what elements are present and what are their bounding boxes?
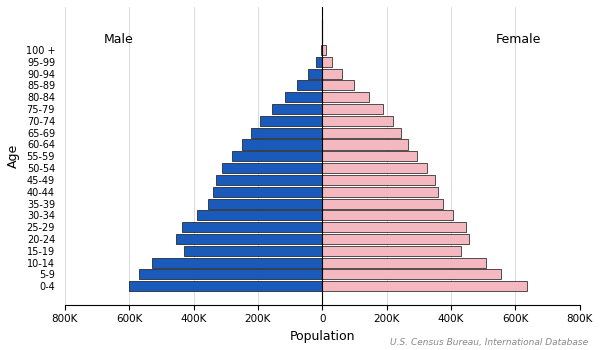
Bar — [320, 45, 322, 55]
Bar — [322, 210, 452, 220]
Bar — [322, 175, 435, 185]
X-axis label: Population: Population — [290, 330, 355, 343]
Bar — [322, 281, 527, 291]
Bar — [322, 151, 417, 161]
Text: U.S. Census Bureau, International Database: U.S. Census Bureau, International Databa… — [390, 337, 588, 346]
Bar — [322, 139, 407, 149]
Bar — [322, 80, 355, 90]
Text: Female: Female — [496, 34, 541, 47]
Bar — [322, 234, 469, 244]
Bar — [296, 80, 322, 90]
Bar — [184, 246, 322, 256]
Bar — [322, 92, 369, 102]
Bar — [322, 198, 443, 209]
Bar — [182, 222, 322, 232]
Bar — [208, 198, 322, 209]
Bar — [285, 92, 322, 102]
Bar — [129, 281, 322, 291]
Bar — [216, 175, 322, 185]
Bar — [322, 258, 487, 268]
Bar — [308, 69, 322, 79]
Bar — [322, 187, 438, 197]
Bar — [322, 163, 427, 173]
Bar — [232, 151, 322, 161]
Bar — [176, 234, 322, 244]
Y-axis label: Age: Age — [7, 144, 20, 168]
Bar — [242, 139, 322, 149]
Bar — [213, 187, 322, 197]
Bar — [322, 270, 501, 279]
Bar — [251, 128, 322, 138]
Bar — [322, 246, 461, 256]
Bar — [322, 45, 326, 55]
Bar — [260, 116, 322, 126]
Bar — [316, 57, 322, 67]
Bar — [139, 270, 322, 279]
Bar — [197, 210, 322, 220]
Bar — [272, 104, 322, 114]
Bar — [322, 128, 401, 138]
Bar — [223, 163, 322, 173]
Bar — [322, 57, 332, 67]
Bar — [152, 258, 322, 268]
Bar — [322, 69, 341, 79]
Bar — [322, 116, 393, 126]
Bar — [322, 222, 466, 232]
Text: Male: Male — [103, 34, 133, 47]
Bar — [322, 104, 383, 114]
